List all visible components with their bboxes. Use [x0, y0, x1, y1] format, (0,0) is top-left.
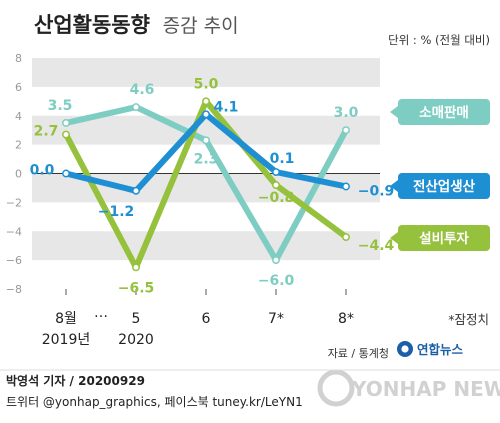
grid-band: [32, 58, 380, 87]
data-label-retail: 3.0: [334, 105, 359, 121]
data-point-production: [202, 110, 210, 119]
legend-pill-retail: [398, 99, 490, 125]
legend-pointer: [390, 232, 398, 244]
x-tick-label: 7*: [268, 311, 284, 327]
legend-pill-investment: [398, 225, 490, 251]
data-point-retail: [62, 119, 70, 127]
data-label-investment: 2.7: [34, 124, 59, 140]
data-point-investment: [202, 97, 210, 106]
data-label-investment: −6.5: [118, 280, 155, 296]
svg-text:산업활동동향 증감 추이: 산업활동동향 증감 추이: [34, 13, 239, 37]
legend-label-retail: 소매판매: [419, 105, 469, 121]
data-point-retail: [272, 256, 280, 265]
logo-text: 연합뉴스: [417, 342, 464, 357]
data-point-investment: [62, 130, 70, 139]
data-point-retail: [342, 126, 350, 135]
y-tick-label: −8: [6, 283, 22, 296]
data-label-production: −0.9: [358, 183, 395, 199]
data-label-retail: −6.0: [258, 273, 295, 289]
yonhap-logo: 연합뉴스: [397, 341, 464, 357]
data-point-investment: [132, 263, 140, 272]
data-point-production: [62, 169, 70, 178]
watermark-text: YONHAP NEWS: [351, 377, 500, 401]
y-tick-label: 2: [15, 139, 22, 152]
x-tick-label: 8월: [55, 311, 77, 327]
author-credit: 박영석 기자 / 20200929: [6, 374, 145, 388]
source-note: 자료 / 통계청: [328, 347, 389, 360]
unit-label: 단위 : % (전월 대비): [388, 33, 490, 47]
data-label-production: 4.1: [214, 99, 239, 115]
data-label-retail: 4.6: [130, 82, 155, 98]
legend-pointer: [390, 180, 398, 192]
legend-label-investment: 설비투자: [419, 231, 469, 247]
x-tick-sublabel: 2019년: [42, 332, 91, 348]
data-label-investment: 5.0: [194, 76, 219, 92]
data-point-production: [342, 182, 350, 191]
data-point-production: [272, 168, 280, 177]
grid-band: [32, 231, 380, 261]
y-tick-label: −2: [6, 196, 22, 209]
x-tick-label: 8*: [338, 311, 354, 327]
legend-label-production: 전산업생산: [413, 178, 476, 195]
y-tick-label: 6: [15, 81, 22, 94]
provisional-note: *잠정치: [448, 312, 489, 327]
x-tick-label: …: [94, 305, 108, 321]
x-tick-label: 6: [202, 311, 211, 327]
y-tick-label: 0: [15, 168, 22, 181]
data-label-investment: −4.4: [358, 238, 395, 254]
data-label-retail: 3.5: [48, 98, 73, 114]
data-point-production: [132, 186, 140, 195]
data-label-retail: 2.3: [194, 151, 219, 167]
y-tick-label: −6: [6, 254, 22, 267]
data-point-retail: [132, 103, 140, 112]
y-tick-label: 8: [15, 52, 22, 65]
y-tick-label: 4: [15, 110, 22, 123]
legend-pointer: [390, 106, 398, 118]
watermark: YONHAP NEWS: [317, 369, 500, 407]
data-label-production: −1.2: [98, 204, 135, 220]
y-tick-label: −4: [6, 225, 22, 238]
data-label-production: 0.0: [30, 163, 55, 179]
data-label-production: 0.1: [270, 151, 295, 167]
chart-title-light: 증감 추이: [163, 15, 239, 37]
legend-pill-production: [398, 173, 490, 199]
data-point-retail: [202, 136, 210, 145]
x-tick-sublabel: 2020: [118, 332, 154, 348]
data-point-investment: [272, 181, 280, 190]
chart-title-bold: 산업활동동향: [34, 13, 150, 37]
data-point-investment: [342, 233, 350, 241]
watermark-logo-icon: [317, 369, 355, 407]
x-tick-label: 5: [132, 311, 141, 327]
data-label-investment: −0.8: [258, 190, 295, 206]
social-credit: 트위터 @yonhap_graphics, 페이스북 tuney.kr/LeYN…: [6, 395, 303, 409]
